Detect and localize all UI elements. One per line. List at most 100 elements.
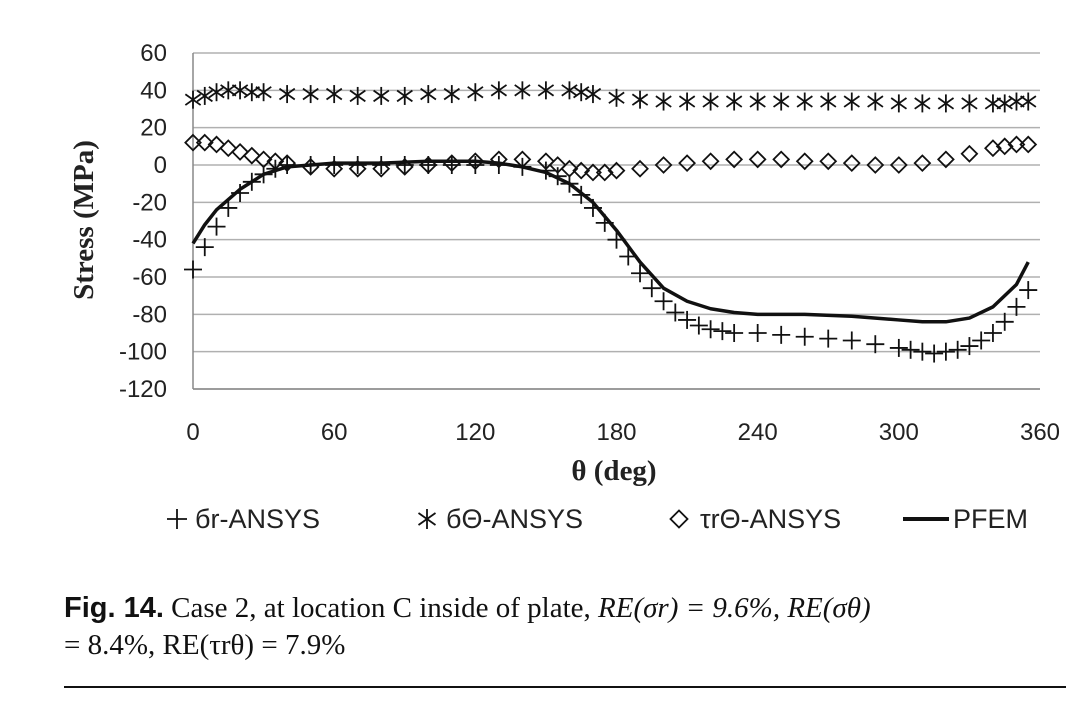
legend-item: бr-ANSYS — [167, 504, 320, 534]
caption-re-sigma-r: RE(σr) = 9.6%, — [598, 592, 788, 624]
data-point — [242, 146, 261, 165]
data-point — [820, 92, 837, 111]
caption-text: Case 2, at location C inside of plate, — [163, 592, 599, 624]
data-point — [795, 152, 814, 171]
data-point — [984, 94, 1002, 113]
data-point — [843, 92, 860, 111]
data-point — [1007, 135, 1026, 154]
data-point — [701, 320, 720, 339]
y-tick-label: -80 — [132, 301, 167, 328]
data-series — [184, 81, 1038, 363]
data-point — [725, 150, 744, 169]
legend-swatch — [669, 509, 689, 529]
data-point — [196, 86, 213, 105]
data-point — [584, 85, 602, 104]
data-point — [220, 81, 237, 100]
data-point — [654, 156, 673, 174]
legend-label: PFEM — [953, 504, 1028, 534]
data-point — [490, 81, 508, 100]
figure-caption: Fig. 14. Case 2, at location C inside of… — [64, 590, 1064, 664]
y-tick-label: 60 — [140, 40, 167, 67]
data-point — [466, 152, 485, 171]
data-point — [937, 94, 955, 113]
data-point — [302, 85, 319, 104]
data-point — [278, 85, 296, 104]
data-point — [231, 143, 249, 161]
legend-label: бr-ANSYS — [195, 504, 320, 534]
stress-chart: 60 40 20 0 -20 -40 -60 -80 -100 -120 0 60 120 180 240… — [68, 40, 1060, 534]
data-point — [631, 90, 649, 109]
x-tick-labels: 0 60 120 180 240 300 360 — [186, 419, 1060, 446]
data-point — [914, 94, 931, 113]
data-point — [373, 86, 390, 105]
data-point — [842, 331, 861, 350]
data-point — [689, 316, 708, 335]
data-point — [372, 159, 391, 178]
data-point — [584, 163, 602, 182]
data-point — [655, 92, 672, 111]
data-point — [1007, 297, 1026, 316]
legend-swatch — [167, 509, 187, 529]
data-point — [184, 260, 202, 279]
data-point — [819, 152, 838, 171]
data-point — [725, 324, 744, 342]
data-point — [548, 156, 567, 174]
data-point — [514, 81, 531, 100]
legend-swatch — [417, 509, 437, 529]
data-point — [243, 83, 260, 102]
data-point — [936, 342, 955, 361]
y-tick-label: -20 — [132, 189, 167, 216]
legend-label: τrΘ-ANSYS — [700, 504, 841, 534]
data-point — [489, 150, 508, 169]
x-tick-label: 300 — [879, 419, 919, 446]
series-plus — [184, 156, 1038, 363]
data-point — [936, 150, 955, 169]
y-tick-label: 40 — [140, 77, 167, 104]
data-point — [972, 331, 991, 350]
y-tick-labels: 60 40 20 0 -20 -40 -60 -80 -100 -120 — [119, 40, 167, 403]
data-point — [219, 139, 238, 158]
data-point — [537, 81, 555, 100]
pfem-line — [191, 159, 1030, 324]
data-point — [255, 83, 272, 102]
caption-line-2: = 8.4%, RE(τrθ) = 7.9% — [64, 629, 346, 661]
data-point — [795, 327, 814, 346]
data-point — [889, 156, 908, 174]
data-point — [796, 92, 813, 111]
caption-divider — [64, 686, 1066, 688]
series-asterisk — [184, 81, 1037, 113]
data-point — [866, 335, 885, 354]
data-point — [395, 157, 414, 176]
data-point — [772, 325, 791, 344]
y-tick-label: 0 — [154, 152, 167, 179]
data-point — [631, 264, 650, 283]
data-point — [678, 310, 697, 329]
x-tick-label: 60 — [321, 419, 348, 446]
data-point — [184, 133, 202, 152]
data-point — [372, 156, 391, 174]
x-tick-label: 360 — [1020, 419, 1060, 446]
x-tick-label: 180 — [596, 419, 636, 446]
data-point — [207, 135, 226, 154]
data-point — [925, 344, 944, 363]
data-point — [607, 161, 626, 180]
legend: бr-ANSYS бΘ-ANSYS τrΘ-ANSYS PFEM — [167, 504, 1028, 534]
data-point — [961, 94, 978, 113]
data-point — [701, 152, 720, 171]
data-point — [443, 85, 460, 104]
y-tick-label: -60 — [132, 264, 167, 291]
data-point — [195, 238, 214, 257]
x-tick-label: 120 — [455, 419, 495, 446]
data-point — [713, 322, 732, 341]
data-point — [654, 292, 673, 311]
data-point — [666, 303, 685, 322]
data-point — [913, 154, 932, 173]
data-point — [467, 83, 484, 102]
x-axis-title: θ (deg) — [571, 455, 656, 487]
axes — [192, 53, 1040, 390]
data-point — [678, 92, 696, 111]
y-tick-label: -120 — [119, 376, 167, 403]
data-point — [207, 217, 226, 236]
data-point — [419, 156, 438, 174]
data-point — [278, 154, 297, 173]
